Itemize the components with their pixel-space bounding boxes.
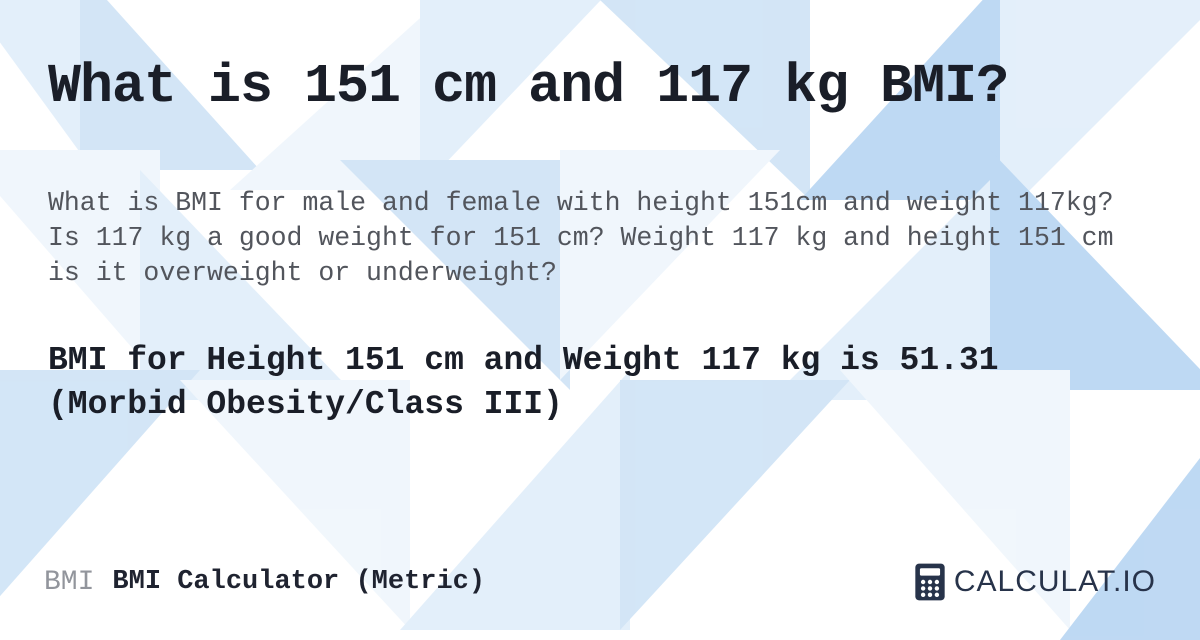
footer-bar: BMI BMI Calculator (Metric) CALCULAT.IO — [0, 534, 1200, 630]
page-title: What is 151 cm and 117 kg BMI? — [48, 58, 1152, 116]
footer-left: BMI BMI Calculator (Metric) — [44, 567, 485, 598]
bmi-result: BMI for Height 151 cm and Weight 117 kg … — [48, 339, 1028, 427]
brand: CALCULAT.IO — [908, 560, 1156, 604]
calculator-icon — [908, 560, 952, 604]
bmi-category-label: BMI — [44, 567, 94, 598]
calculator-title: BMI Calculator (Metric) — [112, 567, 485, 597]
intro-paragraph: What is BMI for male and female with hei… — [48, 186, 1138, 291]
brand-text: CALCULAT.IO — [954, 565, 1156, 599]
